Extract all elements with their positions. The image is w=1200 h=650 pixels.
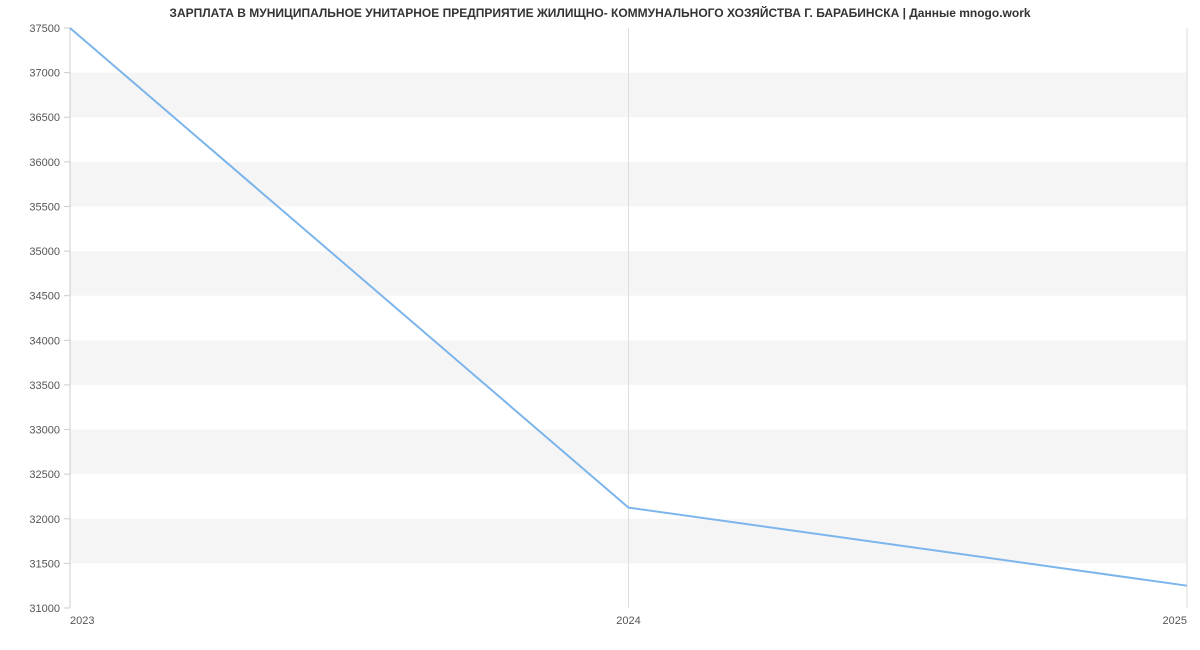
y-tick-label: 37000 (29, 68, 60, 80)
y-tick-label: 34000 (29, 335, 60, 347)
y-tick-label: 32500 (29, 469, 60, 481)
x-tick-label: 2023 (70, 615, 94, 627)
y-tick-label: 33000 (29, 425, 60, 437)
y-tick-label: 31500 (29, 558, 60, 570)
y-tick-label: 33500 (29, 380, 60, 392)
y-tick-label: 35500 (29, 201, 60, 213)
y-tick-label: 31000 (29, 603, 60, 615)
chart-container: ЗАРПЛАТА В МУНИЦИПАЛЬНОЕ УНИТАРНОЕ ПРЕДП… (0, 0, 1200, 650)
x-tick-label: 2024 (616, 615, 640, 627)
y-tick-label: 36000 (29, 157, 60, 169)
y-tick-label: 34500 (29, 291, 60, 303)
y-tick-label: 36500 (29, 112, 60, 124)
y-tick-label: 32000 (29, 514, 60, 526)
y-tick-label: 37500 (29, 23, 60, 35)
x-tick-label: 2025 (1163, 615, 1187, 627)
y-tick-label: 35000 (29, 246, 60, 258)
chart-svg: 31000 31500 32000 32500 33000 33500 34000 34500… (0, 0, 1200, 650)
